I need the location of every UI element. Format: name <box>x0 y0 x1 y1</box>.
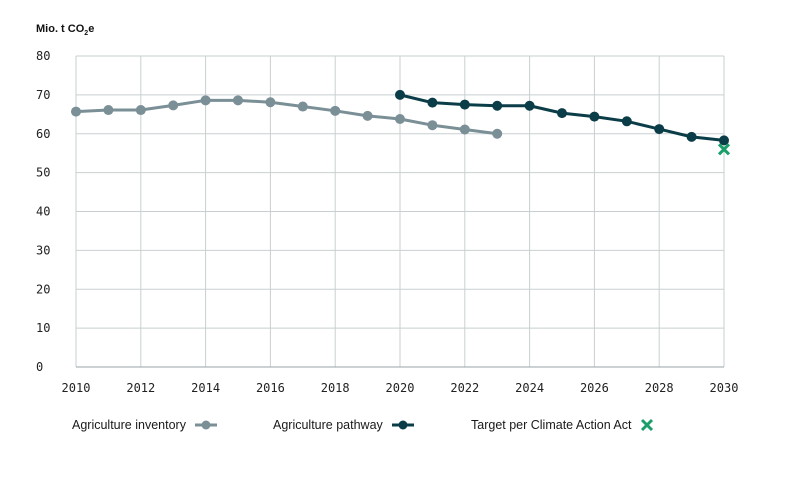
legend-marker-inventory <box>194 420 217 430</box>
data-point <box>427 97 438 108</box>
series-2 <box>717 143 731 156</box>
x-tick-label: 2012 <box>126 381 155 395</box>
x-tick-label: 2022 <box>450 381 479 395</box>
data-point <box>589 111 600 122</box>
data-point <box>459 99 470 110</box>
legend-item-inventory: Agriculture inventory <box>72 418 218 432</box>
legend-label-inventory: Agriculture inventory <box>72 418 186 432</box>
legend-marker-target-x-icon <box>640 418 653 432</box>
target-marker <box>717 143 731 156</box>
series-0 <box>71 95 503 139</box>
legend-item-target: Target per Climate Action Act <box>471 418 654 432</box>
data-point <box>686 131 697 142</box>
data-point <box>265 97 276 108</box>
data-point <box>135 105 146 116</box>
x-tick-label: 2010 <box>62 381 91 395</box>
x-tick-label: 2028 <box>645 381 674 395</box>
x-tick-label: 2020 <box>386 381 415 395</box>
y-tick-label: 70 <box>36 88 50 102</box>
y-tick-label: 50 <box>36 166 50 180</box>
data-point <box>621 116 632 127</box>
data-point <box>297 101 308 112</box>
data-point <box>168 100 179 111</box>
legend-label-pathway: Agriculture pathway <box>273 418 383 432</box>
y-tick-label: 0 <box>36 360 43 374</box>
y-ticks: 0 10 20 30 40 50 60 70 80 <box>36 49 50 374</box>
y-tick-label: 20 <box>36 282 50 296</box>
target-marker-stroke <box>717 143 731 156</box>
x-tick-label: 2018 <box>321 381 350 395</box>
data-point <box>557 108 567 119</box>
legend-marker-pathway <box>391 420 414 430</box>
y-tick-label: 80 <box>36 49 50 63</box>
data-point <box>719 135 729 146</box>
x-tick-label: 2024 <box>515 381 544 395</box>
y-tick-label: 60 <box>36 127 50 141</box>
data-point <box>200 95 211 106</box>
y-axis-label: Mio. t CO2e <box>36 23 94 37</box>
series-line <box>75 98 498 136</box>
data-point <box>459 124 470 135</box>
y-tick-label: 40 <box>36 205 50 219</box>
legend: Agriculture inventory Agriculture pathwa… <box>0 418 790 438</box>
data-point <box>103 105 114 116</box>
x-tick-label: 2016 <box>256 381 285 395</box>
data-point <box>395 89 405 100</box>
x-tick-label: 2014 <box>191 381 220 395</box>
data-point <box>362 110 373 121</box>
data-point <box>492 128 503 139</box>
data-point <box>71 106 81 117</box>
data-point <box>395 113 405 124</box>
x-ticks: 2010 2012 2014 2016 2018 2020 2022 2024 2026 2028… <box>62 381 739 395</box>
x-tick-label: 2030 <box>710 381 739 395</box>
y-tick-label: 30 <box>36 243 50 257</box>
data-point <box>524 100 535 111</box>
data-point <box>654 124 665 135</box>
data-point <box>330 105 341 116</box>
y-tick-label: 10 <box>36 321 50 335</box>
series-layer <box>71 89 731 156</box>
data-point <box>233 95 243 106</box>
legend-label-target: Target per Climate Action Act <box>471 418 632 432</box>
x-tick-label: 2026 <box>580 381 609 395</box>
data-point <box>492 100 503 111</box>
series-1 <box>395 89 729 146</box>
data-point <box>427 120 438 131</box>
legend-item-pathway: Agriculture pathway <box>273 418 415 432</box>
